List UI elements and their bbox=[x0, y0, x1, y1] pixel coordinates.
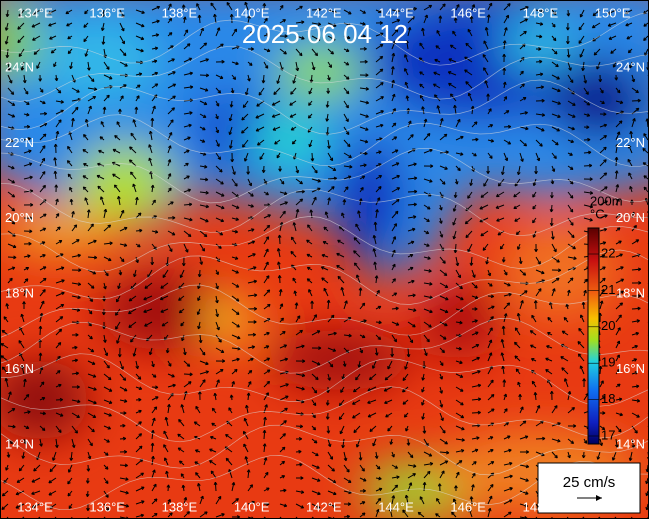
longitude-label-top: 140°E bbox=[234, 5, 270, 20]
longitude-label-bottom: 144°E bbox=[378, 499, 414, 514]
latitude-label-right: 18°N bbox=[616, 286, 645, 301]
latitude-label-right: 22°N bbox=[616, 135, 645, 150]
latitude-label-left: 20°N bbox=[5, 210, 34, 225]
longitude-label-bottom: 136°E bbox=[89, 499, 125, 514]
latitude-label-right: 16°N bbox=[616, 361, 645, 376]
map-title: 2025 06 04 12 bbox=[242, 19, 408, 49]
latitude-label-left: 24°N bbox=[5, 59, 34, 74]
longitude-label-top: 148°E bbox=[523, 5, 559, 20]
longitude-label-bottom: 138°E bbox=[162, 499, 198, 514]
latitude-label-left: 18°N bbox=[5, 286, 34, 301]
longitude-label-top: 144°E bbox=[378, 5, 414, 20]
longitude-label-bottom: 146°E bbox=[450, 499, 486, 514]
longitude-label-bottom: 140°E bbox=[234, 499, 270, 514]
longitude-label-bottom: 134°E bbox=[17, 499, 53, 514]
longitude-label-top: 146°E bbox=[450, 5, 486, 20]
longitude-label-bottom: 142°E bbox=[306, 499, 342, 514]
longitude-label-top: 138°E bbox=[162, 5, 198, 20]
latitude-label-right: 24°N bbox=[616, 59, 645, 74]
colorbar-tick-label: 22 bbox=[601, 245, 615, 260]
colorbar bbox=[588, 228, 599, 444]
colorbar-tick-label: 18 bbox=[601, 391, 615, 406]
latitude-label-left: 16°N bbox=[5, 361, 34, 376]
colorbar-unit: °C bbox=[590, 206, 605, 221]
longitude-label-bottom: 150°E bbox=[595, 499, 631, 514]
longitude-label-top: 134°E bbox=[17, 5, 53, 20]
longitude-label-bottom: 148°E bbox=[523, 499, 559, 514]
colorbar-tick-label: 17 bbox=[601, 427, 615, 442]
colorbar-tick-label: 20 bbox=[601, 318, 615, 333]
latitude-label-right: 20°N bbox=[616, 210, 645, 225]
colorbar-tick-label: 19 bbox=[601, 355, 615, 370]
longitude-label-top: 136°E bbox=[89, 5, 125, 20]
longitude-label-top: 150°E bbox=[595, 5, 631, 20]
scale-label: 25 cm/s bbox=[563, 474, 616, 491]
longitude-label-top: 142°E bbox=[306, 5, 342, 20]
latitude-label-left: 14°N bbox=[5, 436, 34, 451]
latitude-label-left: 22°N bbox=[5, 135, 34, 150]
latitude-label-right: 14°N bbox=[616, 436, 645, 451]
colorbar-tick-label: 21 bbox=[601, 282, 615, 297]
